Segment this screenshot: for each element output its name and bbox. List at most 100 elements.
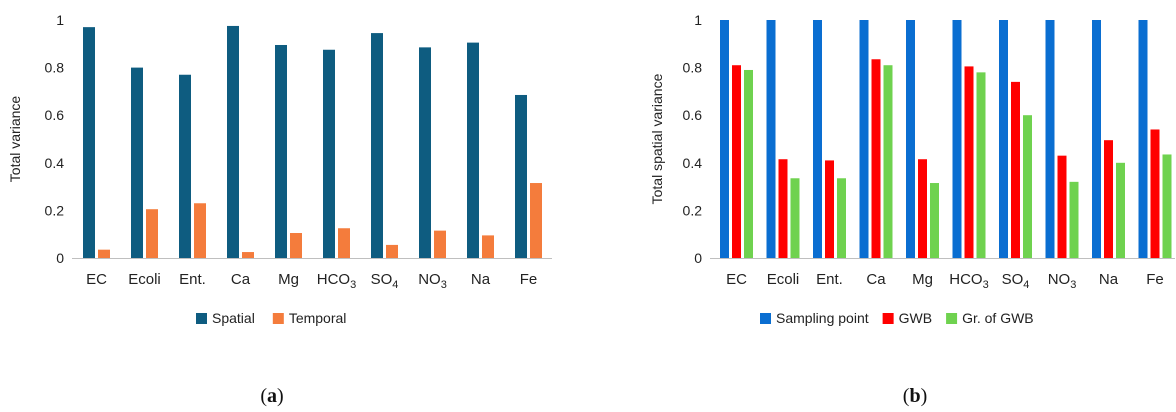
bar-sampling-point-fe	[1138, 20, 1148, 258]
y-tick-label: 0.2	[45, 202, 65, 218]
x-tick-label-ca: Ca	[231, 271, 251, 288]
y-tick-label: 0.4	[45, 155, 65, 171]
x-tick-label-ec: EC	[726, 271, 747, 288]
legend-swatch-temporal	[272, 313, 284, 324]
bar-gwb-na	[1104, 140, 1113, 258]
legend-swatch-spatial	[196, 313, 207, 324]
bar-sampling-point-ecoli	[766, 20, 776, 258]
legend-label-gr-of-gwb: Gr. of GWB	[962, 310, 1034, 326]
bar-gr-of-gwb-so4	[1023, 115, 1032, 258]
bar-sampling-point-na	[1092, 20, 1101, 258]
bar-temporal-fe	[530, 183, 542, 258]
panel-label-a: (a)	[260, 385, 283, 407]
bar-temporal-na	[482, 235, 494, 258]
bar-gr-of-gwb-na	[1116, 162, 1125, 258]
x-tick-label-no3: NO3	[418, 271, 447, 291]
bar-spatial-ecoli	[131, 67, 143, 258]
x-tick-label-na: Na	[471, 271, 491, 288]
bar-sampling-point-ec	[720, 20, 729, 258]
bar-spatial-ec	[83, 27, 95, 258]
y-tick-label: 0.8	[683, 60, 703, 76]
bar-spatial-na	[467, 42, 479, 258]
x-tick-label-ec: EC	[86, 271, 107, 288]
bar-gr-of-gwb-mg	[930, 183, 939, 258]
chart-a-svg: 0 0.2 0.4 0.6 0.8 1 Total variance EC Ecoli Ent. C…	[7, 12, 552, 407]
chart-panel-a: 0 0.2 0.4 0.6 0.8 1 Total variance EC Ecoli Ent. C…	[0, 0, 560, 412]
bar-temporal-ecoli	[146, 209, 158, 258]
bar-gwb-hco3	[964, 66, 974, 258]
x-tick-label-no3: NO3	[1048, 271, 1077, 291]
bar-gwb-ec	[732, 65, 741, 258]
bar-gr-of-gwb-hco3	[976, 72, 986, 258]
y-tick-label: 1	[56, 12, 64, 28]
y-tick-label: 0	[56, 250, 64, 266]
bar-sampling-point-no3	[1045, 20, 1055, 258]
bar-temporal-ca	[242, 252, 254, 258]
y-tick-label: 0.6	[683, 107, 703, 123]
bar-gwb-mg	[918, 159, 927, 258]
y-tick-label: 0.4	[683, 155, 703, 171]
y-tick-label: 0.6	[45, 107, 65, 123]
bar-temporal-hco3	[338, 228, 350, 258]
bar-gr-of-gwb-ec	[744, 69, 753, 258]
chart-b: 0 0.2 0.4 0.6 0.8 1 Total spatial variance EC Ec…	[649, 12, 1175, 407]
x-tick-label-fe: Fe	[1146, 271, 1164, 288]
chart-a: 0 0.2 0.4 0.6 0.8 1 Total variance EC Ecoli Ent. C…	[7, 12, 552, 407]
bar-gr-of-gwb-ecoli	[790, 178, 800, 258]
bar-spatial-ent	[179, 74, 191, 259]
bar-gr-of-gwb-fe	[1162, 154, 1172, 258]
x-tick-label-mg: Mg	[912, 271, 933, 288]
x-tick-label-ca: Ca	[866, 271, 886, 288]
bar-sampling-point-mg	[906, 20, 915, 258]
bar-gr-of-gwb-ent	[837, 178, 846, 258]
bar-gr-of-gwb-ca	[883, 65, 893, 258]
legend-swatch-sampling-point	[760, 313, 771, 324]
legend-swatch-gr-of-gwb	[946, 313, 958, 324]
y-tick-label: 0.8	[45, 60, 65, 76]
bar-gwb-fe	[1150, 129, 1160, 258]
bar-spatial-so4	[371, 33, 383, 259]
bar-gwb-ent	[825, 160, 834, 258]
bar-spatial-hco3	[323, 49, 335, 258]
bar-sampling-point-ca	[859, 20, 869, 258]
x-tick-label-na: Na	[1099, 271, 1119, 288]
x-tick-label-fe: Fe	[520, 271, 538, 288]
panel-label-b: (b)	[903, 385, 927, 407]
bar-gwb-no3	[1057, 155, 1067, 258]
x-tick-label-so4: SO4	[1002, 271, 1030, 291]
y-tick-label: 0	[694, 250, 702, 266]
bar-temporal-so4	[386, 244, 398, 258]
x-tick-label-ecoli: Ecoli	[128, 271, 161, 288]
bar-sampling-point-so4	[999, 20, 1008, 258]
bar-gr-of-gwb-no3	[1069, 181, 1079, 258]
bar-sampling-point-hco3	[952, 20, 962, 258]
chart-b-svg: 0 0.2 0.4 0.6 0.8 1 Total spatial variance EC Ec…	[649, 12, 1175, 407]
bar-spatial-ca	[227, 25, 239, 259]
x-tick-label-hco3: HCO3	[317, 271, 356, 291]
y-axis-title: Total variance	[7, 96, 23, 183]
bar-gwb-ca	[871, 59, 881, 258]
x-tick-label-so4: SO4	[371, 271, 399, 291]
legend-label-temporal: Temporal	[289, 310, 347, 326]
legend-swatch-gwb	[882, 313, 894, 324]
x-tick-label-hco3: HCO3	[949, 271, 988, 291]
x-tick-label-ent: Ent.	[179, 271, 206, 288]
x-tick-label-ent: Ent.	[816, 271, 843, 288]
x-tick-label-ecoli: Ecoli	[767, 271, 800, 288]
legend-label-sampling-point: Sampling point	[776, 310, 869, 326]
bar-spatial-mg	[275, 44, 287, 258]
chart-panel-b: 0 0.2 0.4 0.6 0.8 1 Total spatial variance EC Ec…	[600, 0, 1176, 412]
bar-temporal-no3	[434, 230, 446, 258]
bar-gwb-so4	[1011, 81, 1020, 258]
y-axis-title: Total spatial variance	[649, 73, 665, 204]
bar-temporal-ec	[98, 249, 110, 258]
bar-temporal-ent	[194, 203, 206, 258]
bar-spatial-fe	[515, 94, 527, 258]
bar-gwb-ecoli	[778, 159, 788, 258]
y-tick-label: 1	[694, 12, 702, 28]
legend-label-spatial: Spatial	[212, 310, 255, 326]
bar-spatial-no3	[419, 47, 431, 259]
y-tick-label: 0.2	[683, 202, 703, 218]
bar-sampling-point-ent	[813, 20, 822, 258]
bar-temporal-mg	[290, 233, 302, 258]
